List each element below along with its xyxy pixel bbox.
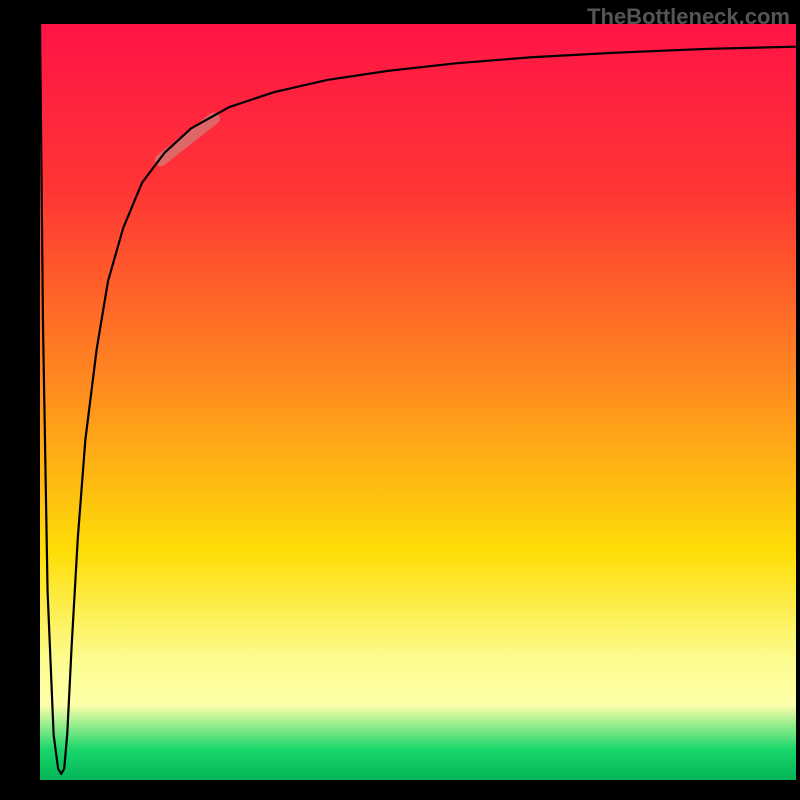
plot-area xyxy=(40,24,796,780)
attribution-label: TheBottleneck.com xyxy=(587,4,790,30)
bottleneck-chart xyxy=(0,0,800,800)
